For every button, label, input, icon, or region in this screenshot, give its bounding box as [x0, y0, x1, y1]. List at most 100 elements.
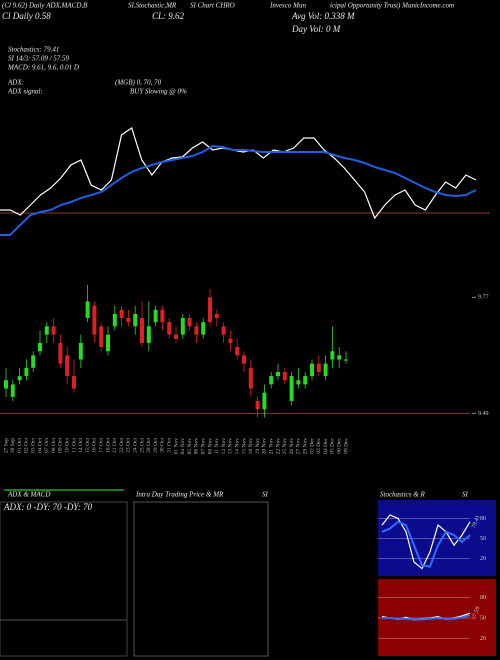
- candle-body: [194, 326, 199, 335]
- y-tick-label: 80: [480, 595, 486, 601]
- candle-body: [282, 371, 287, 381]
- header-text: icipal Opportunity Trust) MunicIncome.co…: [330, 2, 454, 10]
- header-text: Cl Daily 0.58: [2, 11, 51, 21]
- header-text: ADX:: [7, 79, 24, 87]
- candle-body: [255, 400, 260, 410]
- candle-body: [51, 326, 56, 335]
- x-tick-label: 27 Nov: [296, 438, 302, 455]
- candle-body: [160, 309, 165, 323]
- x-tick-label: 06 Nov: [194, 438, 200, 455]
- header-text: CL: 9.62: [152, 11, 185, 21]
- candle-body: [187, 318, 192, 327]
- series-line: [381, 514, 471, 570]
- panel-title: Stochastics & R: [380, 491, 425, 499]
- x-tick-label: 03 Oct: [30, 438, 36, 453]
- panel-frame: [0, 501, 128, 657]
- x-tick-label: 18 Oct: [105, 438, 111, 453]
- candle-body: [310, 363, 314, 377]
- candle-body: [323, 363, 328, 377]
- x-tick-label: 21 Nov: [268, 438, 274, 455]
- y-tick-label: 50: [480, 615, 486, 621]
- x-tick-label: 29 Nov: [302, 438, 308, 455]
- x-tick-label: 22 Nov: [275, 438, 281, 455]
- candle-body: [17, 376, 22, 381]
- series-line: [382, 614, 471, 621]
- candle-body: [228, 338, 233, 343]
- header-text: (MGB) 0, 70, 70: [115, 79, 162, 87]
- candle-body: [38, 342, 42, 352]
- candle-body: [167, 322, 172, 335]
- x-tick-label: 04 Oct: [37, 438, 43, 453]
- panel-title: ADX & MACD: [7, 491, 50, 499]
- x-tick-label: 13 Nov: [228, 438, 234, 455]
- candle-body: [112, 313, 117, 327]
- header-text: MACD: 9.61, 9.6, 0.01 D: [7, 64, 79, 72]
- x-tick-label: 04 Nov: [180, 438, 186, 455]
- y-tick-label: 20: [480, 636, 486, 642]
- candle-body: [140, 318, 144, 343]
- header-text: (Cl 9.62) Daily ADX,MACD,B: [2, 2, 88, 10]
- panel-frame: [133, 501, 269, 657]
- candle-body: [24, 367, 29, 377]
- candle-body: [126, 318, 131, 323]
- x-tick-label: 12 Nov: [221, 438, 227, 455]
- candle-body: [262, 392, 267, 410]
- candle-body: [153, 309, 158, 323]
- y-tick-label: 80: [480, 516, 486, 522]
- header-text: SI 14/3: 57.09 / 57.59: [8, 55, 70, 63]
- series-line: [0, 144, 477, 236]
- candle-body: [10, 384, 15, 397]
- candle-body: [330, 351, 335, 360]
- x-tick-label: 25 Nov: [282, 438, 288, 455]
- candle-body: [58, 342, 63, 364]
- header-text: SI,Stochastic,MR: [128, 2, 177, 10]
- x-tick-label: 06 Dec: [336, 437, 342, 453]
- candle-body: [289, 376, 294, 401]
- candle-body: [78, 342, 83, 360]
- candle-body: [208, 297, 212, 323]
- x-tick-label: 14 Oct: [78, 438, 84, 453]
- x-tick-label: 28 Oct: [146, 438, 152, 453]
- candle-body: [99, 326, 104, 348]
- panel-title: Intra Day Trading Price & MR: [135, 491, 224, 499]
- x-tick-label: 02 Dec: [309, 437, 315, 453]
- panel-title: SI: [462, 491, 469, 499]
- candle-body: [106, 334, 110, 352]
- x-tick-label: 15 Oct: [85, 438, 91, 453]
- x-tick-label: 22 Oct: [119, 438, 125, 453]
- x-tick-label: 14 Nov: [234, 438, 240, 455]
- x-tick-label: 24 Oct: [132, 438, 138, 453]
- candle-body: [31, 355, 36, 368]
- panel-title: SI: [262, 491, 269, 499]
- candle-body: [344, 359, 348, 361]
- candle-body: [296, 380, 301, 385]
- x-tick-label: 27 Sep: [3, 438, 9, 453]
- candle-body: [269, 376, 274, 385]
- candle-body: [4, 380, 8, 389]
- x-tick-label: 29 Oct: [153, 438, 159, 453]
- candle-body: [146, 326, 151, 343]
- x-tick-label: 11 Oct: [71, 438, 77, 453]
- x-tick-label: 05 Dec: [330, 437, 336, 453]
- x-tick-label: 30 Sep: [10, 438, 16, 453]
- x-tick-label: 18 Nov: [248, 438, 254, 455]
- x-tick-label: 16 Oct: [92, 438, 98, 453]
- candle-body: [221, 326, 226, 335]
- candle-body: [72, 376, 76, 389]
- header-text: Avg Vol: 0.338 M: [291, 11, 355, 21]
- value-label: 57.59: [471, 606, 481, 621]
- value-label: 79.41: [471, 515, 481, 530]
- candle-body: [119, 309, 124, 319]
- x-tick-label: 26 Nov: [289, 438, 295, 455]
- x-tick-label: 15 Nov: [241, 438, 247, 455]
- x-tick-label: 23 Oct: [126, 438, 132, 453]
- header-text: Invesco Mun: [269, 2, 306, 10]
- header-text: SI Chart CHRO: [190, 2, 235, 10]
- header-text: Day Vol: 0 M: [291, 24, 341, 34]
- x-tick-label: 10 Oct: [64, 438, 70, 453]
- candle-body: [248, 367, 253, 389]
- x-tick-label: 17 Oct: [98, 438, 104, 453]
- x-tick-label: 07 Oct: [44, 438, 50, 453]
